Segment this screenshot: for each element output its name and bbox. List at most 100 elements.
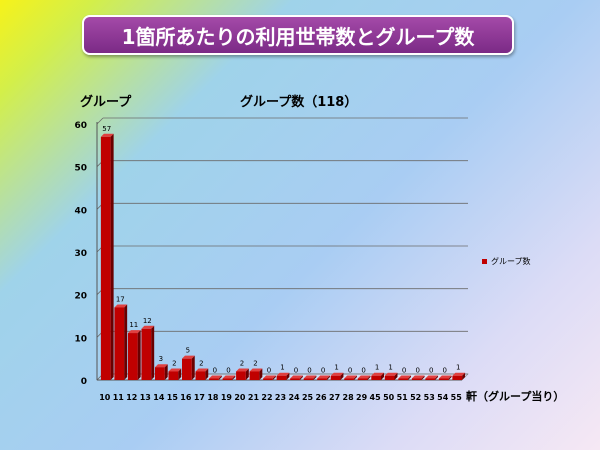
bar bbox=[182, 355, 195, 380]
bar-side bbox=[259, 368, 263, 380]
bar-front bbox=[114, 307, 125, 380]
x-tick-label: 45 bbox=[370, 393, 382, 402]
bar-front bbox=[195, 371, 206, 380]
bar-front bbox=[168, 371, 179, 380]
bar-side bbox=[191, 355, 195, 380]
bar bbox=[263, 375, 276, 380]
bar-side bbox=[448, 375, 452, 380]
x-tick-label: 27 bbox=[329, 393, 340, 402]
data-label: 2 bbox=[253, 359, 257, 367]
y-tick-label: 0 bbox=[81, 377, 87, 387]
x-tick-label: 23 bbox=[275, 393, 286, 402]
x-tick-label: 11 bbox=[113, 393, 125, 402]
x-tick-label: 13 bbox=[140, 393, 151, 402]
bar-side bbox=[408, 375, 412, 380]
bar-top bbox=[195, 368, 209, 372]
bar bbox=[398, 375, 412, 380]
bar-front bbox=[330, 375, 341, 380]
bar bbox=[154, 364, 168, 380]
bar-side bbox=[124, 304, 128, 380]
bar-front bbox=[290, 378, 300, 380]
bar-front bbox=[276, 375, 287, 380]
x-tick-label: 55 bbox=[451, 393, 463, 402]
bar-side bbox=[380, 372, 384, 380]
bar-front bbox=[371, 375, 381, 380]
bar-front bbox=[236, 371, 246, 380]
bar bbox=[168, 368, 182, 380]
bar-top bbox=[249, 368, 263, 372]
bar-top bbox=[384, 372, 398, 376]
bar-side bbox=[178, 368, 182, 380]
bar-top bbox=[263, 375, 276, 379]
x-tick-label: 18 bbox=[207, 393, 219, 402]
x-tick-label: 15 bbox=[167, 393, 179, 402]
bar-front bbox=[384, 375, 395, 380]
bar-front bbox=[222, 378, 233, 380]
data-label: 0 bbox=[361, 367, 365, 375]
bar-side bbox=[137, 330, 141, 380]
bar-top bbox=[209, 375, 222, 379]
bar-side bbox=[394, 372, 398, 380]
bar-side bbox=[435, 375, 439, 380]
bar-side bbox=[313, 375, 317, 380]
bar-front bbox=[127, 333, 138, 380]
bar-front bbox=[263, 378, 273, 380]
bar-top bbox=[411, 375, 425, 379]
x-tick-label: 16 bbox=[180, 393, 192, 402]
bar bbox=[330, 372, 344, 380]
bar-top bbox=[398, 375, 412, 379]
bar bbox=[290, 375, 303, 380]
bar-side bbox=[340, 372, 344, 380]
x-tick-label: 14 bbox=[153, 393, 165, 402]
bar-front bbox=[317, 378, 327, 380]
data-label: 0 bbox=[226, 367, 230, 375]
x-tick-label: 22 bbox=[261, 393, 272, 402]
bar-front bbox=[398, 378, 409, 380]
bar bbox=[249, 368, 263, 380]
bar bbox=[344, 375, 357, 380]
bar-top bbox=[452, 372, 466, 376]
bar bbox=[384, 372, 398, 380]
chart-title: グループ数（118） bbox=[240, 95, 358, 110]
bar-front bbox=[100, 136, 111, 380]
bar-side bbox=[421, 375, 425, 380]
bar-front bbox=[452, 375, 463, 380]
data-label: 0 bbox=[321, 367, 325, 375]
x-tick-label: 25 bbox=[302, 393, 314, 402]
y-tick-label: 50 bbox=[74, 164, 87, 174]
bar-front bbox=[141, 328, 152, 380]
y-axis-label: グループ bbox=[80, 95, 132, 110]
bar bbox=[438, 375, 452, 380]
bar-side bbox=[218, 375, 222, 380]
bar bbox=[317, 375, 330, 380]
data-label: 0 bbox=[429, 367, 433, 375]
bar bbox=[236, 368, 249, 380]
bar-top bbox=[100, 133, 114, 137]
data-label: 0 bbox=[415, 367, 419, 375]
bar-top bbox=[290, 375, 303, 379]
data-label: 1 bbox=[334, 364, 338, 372]
data-label: 2 bbox=[199, 359, 203, 367]
data-label: 0 bbox=[213, 367, 217, 375]
data-label: 3 bbox=[159, 355, 163, 363]
x-tick-label: 20 bbox=[234, 393, 246, 402]
data-label: 0 bbox=[442, 367, 446, 375]
y-tick-label: 40 bbox=[74, 206, 87, 216]
data-label: 2 bbox=[172, 359, 176, 367]
bar-top bbox=[425, 375, 439, 379]
bar-top bbox=[344, 375, 357, 379]
data-label: 0 bbox=[402, 367, 406, 375]
bar bbox=[276, 372, 290, 380]
title-banner: 1箇所あたりの利用世帯数とグループ数 bbox=[82, 15, 514, 55]
bar-side bbox=[367, 375, 371, 380]
data-label: 5 bbox=[186, 347, 190, 355]
bar bbox=[141, 325, 155, 380]
data-label: 1 bbox=[456, 364, 460, 372]
data-label: 1 bbox=[388, 364, 392, 372]
data-label: 11 bbox=[129, 321, 138, 329]
bar-top bbox=[330, 372, 344, 376]
x-tick-label: 29 bbox=[356, 393, 368, 402]
y-tick-label: 10 bbox=[74, 334, 87, 344]
bar-side bbox=[272, 375, 276, 380]
